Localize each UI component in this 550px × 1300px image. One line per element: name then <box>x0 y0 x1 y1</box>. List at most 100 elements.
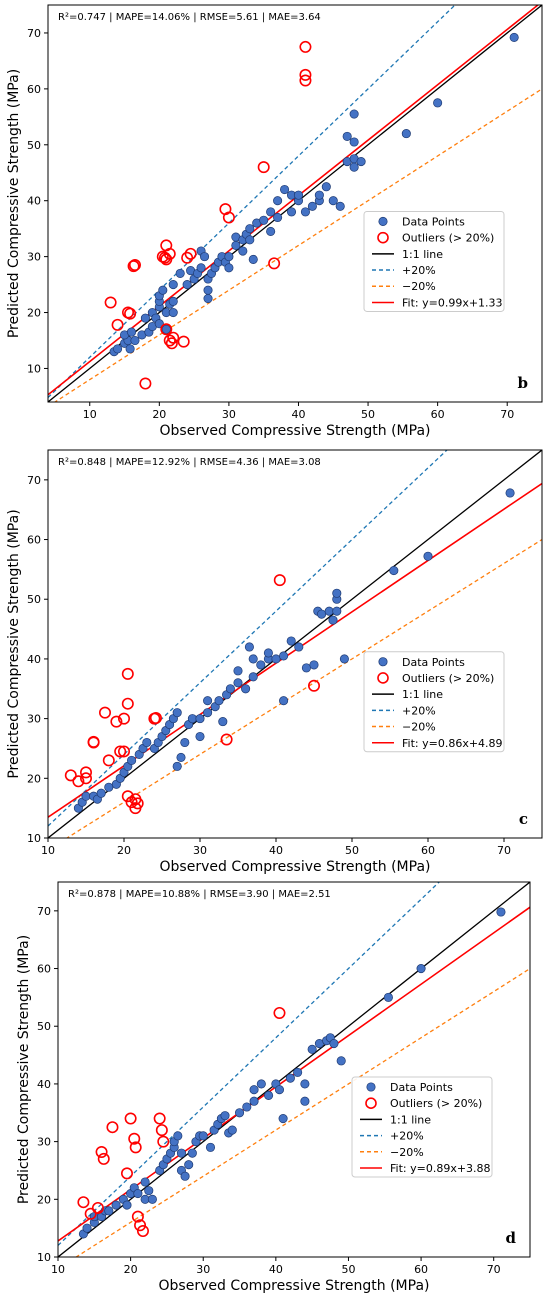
data-point <box>231 240 241 250</box>
legend-plus20: +20% <box>402 264 436 277</box>
legend-minus20: −20% <box>390 1146 424 1159</box>
legend-outliers: Outliers (> 20%) <box>402 232 494 245</box>
x-tick-label: 30 <box>222 408 236 421</box>
data-point <box>176 752 186 762</box>
data-point <box>241 684 251 694</box>
data-point <box>509 32 519 42</box>
data-point <box>187 1148 197 1158</box>
outlier-point <box>121 667 134 680</box>
plot-frame <box>47 449 543 839</box>
data-point <box>126 327 137 337</box>
identity-line <box>48 450 542 838</box>
data-point <box>111 1200 121 1210</box>
data-point <box>324 606 334 616</box>
outlier-point <box>257 161 270 174</box>
data-point <box>259 215 269 225</box>
data-point <box>187 714 197 724</box>
y-axis-title: Predicted Compressive Strength (MPa) <box>6 509 22 778</box>
data-point <box>234 1108 245 1118</box>
data-point <box>168 307 178 318</box>
data-point <box>505 488 515 498</box>
data-point <box>328 196 338 206</box>
legend-identity: 1:1 line <box>390 1113 431 1126</box>
legend: Data Points Outliers (> 20%) 1:1 line +20% −… <box>363 210 505 312</box>
data-point <box>142 737 152 748</box>
data-point <box>389 566 399 576</box>
outlier-point <box>104 296 117 309</box>
outlier-point <box>121 697 134 710</box>
data-point <box>245 224 255 234</box>
plot-frame <box>57 881 531 1258</box>
data-point <box>203 285 213 295</box>
data-point <box>195 714 205 724</box>
y-tick-label: 60 <box>27 83 41 96</box>
x-tick-label: 40 <box>291 408 305 421</box>
legend-fit: Fit: y=0.86x+4.89 <box>402 737 503 750</box>
legend-minus20: −20% <box>402 721 436 734</box>
data-point <box>314 190 324 200</box>
data-point <box>182 280 192 290</box>
data-point <box>104 1206 114 1216</box>
data-point <box>300 1079 310 1089</box>
data-point <box>300 207 310 217</box>
data-point <box>293 190 304 200</box>
outlier-point <box>163 247 176 260</box>
metrics-text: R²=0.878 | MAPE=10.88% | RMSE=3.90 | MAE… <box>68 889 331 900</box>
data-point <box>144 1186 154 1196</box>
data-point <box>175 268 185 278</box>
outlier-point <box>299 74 312 87</box>
data-point <box>401 129 411 139</box>
data-point <box>214 696 224 706</box>
legend-marker <box>365 1097 377 1109</box>
y-tick-label: 20 <box>27 772 41 785</box>
metrics-text: R²=0.848 | MAPE=12.92% | RMSE=4.36 | MAE… <box>58 457 321 468</box>
data-point <box>225 684 235 694</box>
y-tick-label: 20 <box>27 307 41 320</box>
outlier-point <box>124 307 137 320</box>
legend-marker <box>366 1082 376 1092</box>
data-point <box>203 294 213 304</box>
data-point <box>339 654 349 664</box>
data-point <box>278 1113 288 1124</box>
data-point <box>104 782 114 792</box>
data-point <box>271 654 281 664</box>
data-point <box>423 551 433 561</box>
data-point <box>349 137 359 147</box>
outlier-point <box>153 1112 166 1125</box>
data-point <box>293 1067 303 1077</box>
y-tick-label: 50 <box>27 139 41 152</box>
outlier-point <box>118 745 131 758</box>
minus-20-line <box>74 967 530 1257</box>
data-point <box>196 263 206 273</box>
x-axis-title: Observed Compressive Strength (MPa) <box>160 423 431 439</box>
y-tick-label: 70 <box>27 27 41 40</box>
data-point <box>161 324 171 334</box>
y-tick-label: 40 <box>27 653 41 666</box>
chart-panel-c: 10 20 30 40 50 60 70 10 20 30 40 50 60 70 R²=0.848 | M… <box>6 449 543 875</box>
data-point <box>301 663 311 673</box>
data-point <box>133 1188 143 1199</box>
x-tick-label: 20 <box>124 1263 138 1276</box>
outlier-point <box>149 712 162 725</box>
data-point <box>203 696 213 706</box>
y-tick-label: 50 <box>37 1020 51 1033</box>
outlier-point <box>72 775 85 788</box>
y-axis-title: Predicted Compressive Strength (MPa) <box>16 935 32 1204</box>
data-point <box>184 1160 194 1170</box>
data-point <box>168 296 178 306</box>
outlier-point <box>121 790 134 803</box>
outlier-point <box>125 796 138 809</box>
legend-box <box>363 651 505 753</box>
legend-marker <box>377 231 389 244</box>
legend-marker <box>378 657 388 667</box>
data-point <box>332 588 342 598</box>
data-point <box>349 109 359 119</box>
outlier-point <box>111 318 124 331</box>
data-point <box>300 1096 310 1106</box>
outlier-point <box>299 40 312 53</box>
panel-letter: c <box>519 810 528 828</box>
legend-data-points: Data Points <box>402 656 465 669</box>
y-axis-title: Predicted Compressive Strength (MPa) <box>6 69 22 338</box>
data-point <box>242 1102 252 1112</box>
data-point <box>307 1044 317 1054</box>
